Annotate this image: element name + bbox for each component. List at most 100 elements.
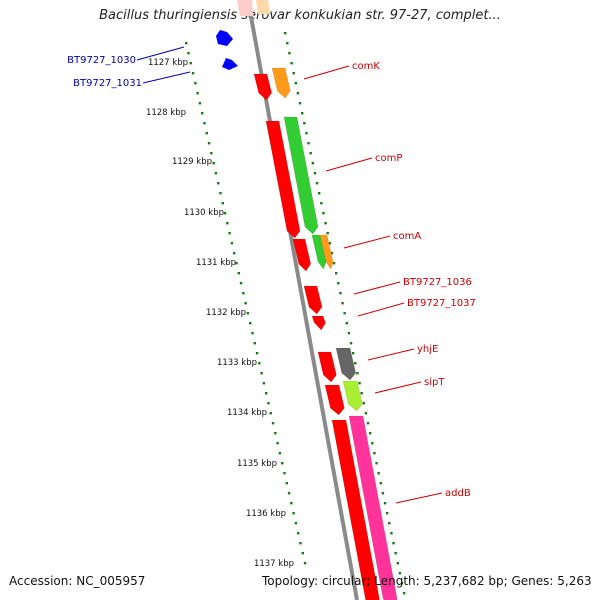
feature-coma-red bbox=[292, 238, 312, 272]
scale-dot bbox=[262, 382, 266, 385]
gene-label[interactable]: sipT bbox=[424, 377, 445, 388]
scale-dot bbox=[298, 102, 302, 105]
scale-dot bbox=[201, 112, 204, 115]
scale-dot bbox=[390, 532, 393, 535]
scale-dot bbox=[315, 182, 319, 185]
scale-dot bbox=[223, 212, 227, 215]
scale-dot bbox=[371, 442, 374, 445]
scale-dot bbox=[217, 182, 220, 185]
scale-dot bbox=[242, 292, 245, 295]
scale-dot bbox=[299, 542, 302, 545]
scale-dot bbox=[341, 302, 344, 305]
feature-comp bbox=[283, 116, 319, 235]
scale-dot bbox=[351, 352, 355, 355]
scale-ticks-right bbox=[284, 32, 406, 595]
scale-dot bbox=[301, 552, 304, 555]
leader-line bbox=[343, 235, 391, 249]
gene-label[interactable]: comP bbox=[375, 153, 402, 164]
scale-dot bbox=[307, 142, 310, 145]
feature-comp-red bbox=[265, 120, 301, 239]
scale-dot bbox=[207, 142, 211, 145]
scale-dot bbox=[402, 592, 406, 595]
scale-dot bbox=[230, 242, 234, 245]
feature-bt9727-1036 bbox=[303, 285, 323, 315]
leader-line bbox=[353, 281, 401, 295]
scale-label: 1127 kbp bbox=[148, 58, 188, 68]
scale-dot bbox=[375, 462, 378, 465]
leader-line bbox=[367, 348, 415, 361]
scale-dot bbox=[214, 172, 218, 175]
scale-dot bbox=[226, 222, 229, 225]
leader-line bbox=[357, 302, 405, 317]
scale-dot bbox=[274, 432, 277, 435]
scale-dot bbox=[221, 202, 224, 205]
scale-dot bbox=[337, 282, 340, 285]
scale-dot bbox=[290, 62, 293, 65]
gene-label[interactable]: BT9727_1030 bbox=[67, 55, 136, 66]
scale-dot bbox=[373, 452, 376, 455]
scale-dot bbox=[377, 472, 380, 475]
gene-features bbox=[216, 0, 398, 600]
gene-label[interactable]: comA bbox=[393, 231, 421, 242]
leader-line bbox=[325, 157, 373, 172]
scale-label: 1137 kbp bbox=[254, 559, 294, 569]
scale-label: 1132 kbp bbox=[206, 308, 246, 318]
scale-dot bbox=[360, 392, 363, 395]
scale-dot bbox=[296, 92, 300, 95]
feature-partial bbox=[237, 0, 253, 16]
scale-label: 1133 kbp bbox=[217, 358, 257, 368]
scale-dot bbox=[219, 192, 222, 195]
gene-label[interactable]: yhjE bbox=[417, 344, 438, 355]
scale-dot bbox=[212, 162, 215, 165]
scale-dot bbox=[313, 172, 317, 175]
scale-dot bbox=[347, 332, 351, 335]
scale-dot bbox=[381, 492, 385, 495]
scale-dot bbox=[400, 582, 404, 585]
gene-label[interactable]: BT9727_1037 bbox=[407, 298, 476, 309]
scale-dot bbox=[322, 212, 325, 215]
gene-label[interactable]: BT9727_1031 bbox=[73, 78, 142, 89]
scale-dot bbox=[334, 272, 338, 275]
feature-bt9727-1031 bbox=[222, 58, 238, 70]
scale-label: 1134 kbp bbox=[227, 408, 267, 418]
gene-label[interactable]: addB bbox=[445, 488, 471, 499]
feature-comk bbox=[271, 67, 291, 99]
scale-dot bbox=[343, 312, 346, 315]
gene-label[interactable]: comK bbox=[352, 61, 380, 72]
scale-dot bbox=[198, 102, 202, 105]
leader-line bbox=[374, 381, 422, 394]
scale-dot bbox=[228, 232, 231, 235]
scale-dot bbox=[309, 152, 312, 155]
feature-sipt-red bbox=[324, 384, 345, 416]
leader-line bbox=[395, 492, 443, 504]
scale-dot bbox=[396, 562, 399, 565]
feature-comk-red bbox=[253, 73, 273, 101]
scale-dot bbox=[324, 222, 327, 225]
scale-dot bbox=[362, 402, 365, 405]
scale-dot bbox=[239, 282, 243, 285]
scale-dot bbox=[379, 482, 382, 485]
scale-dot bbox=[388, 522, 391, 525]
scale-dot bbox=[354, 362, 357, 365]
scale-dot bbox=[265, 392, 268, 395]
scale-dot bbox=[244, 302, 247, 305]
scale-dot bbox=[332, 262, 336, 265]
feature-coma bbox=[319, 234, 334, 270]
scale-label: 1130 kbp bbox=[184, 208, 224, 218]
gene-label[interactable]: BT9727_1036 bbox=[403, 277, 472, 288]
scale-dot bbox=[246, 312, 250, 315]
scale-label: 1136 kbp bbox=[246, 509, 286, 519]
scale-dot bbox=[394, 552, 397, 555]
scale-dot bbox=[260, 372, 263, 375]
scale-dot bbox=[255, 352, 259, 355]
scale-dot bbox=[271, 422, 275, 425]
scale-dot bbox=[251, 332, 254, 335]
scale-dot bbox=[300, 112, 304, 115]
feature-partial bbox=[256, 0, 270, 14]
scale-dot bbox=[281, 462, 284, 465]
scale-dot bbox=[305, 132, 308, 135]
feature-sipt bbox=[342, 380, 363, 412]
leader-line bbox=[303, 65, 350, 80]
feature-addb-red bbox=[331, 419, 380, 600]
